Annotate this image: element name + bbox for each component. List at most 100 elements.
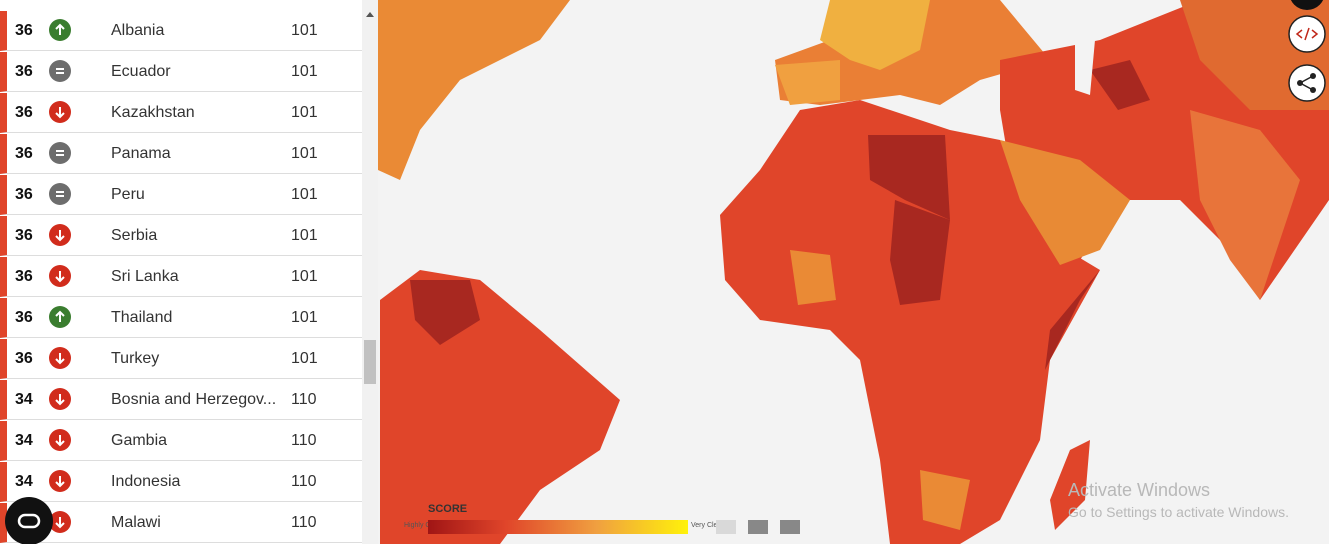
ranking-row[interactable]: 36 Ecuador 101 (0, 52, 362, 92)
rank: 101 (291, 104, 318, 121)
ranking-row[interactable]: 36 Sri Lanka 101 (0, 257, 362, 297)
country: Peru (111, 186, 145, 203)
country: Thailand (111, 309, 173, 326)
trend-arrow (55, 310, 65, 322)
trend-icon (49, 224, 71, 246)
western-europe (820, 0, 930, 70)
legend-box (748, 520, 768, 534)
trend-arrow (55, 271, 65, 283)
rank: 101 (291, 145, 318, 162)
rank: 110 (291, 514, 317, 531)
country: Albania (111, 22, 165, 39)
ranking-row[interactable]: 36 Thailand 101 (0, 298, 362, 338)
botswana (920, 470, 970, 530)
north-america (378, 0, 570, 180)
trend-icon (49, 19, 71, 41)
cookie-icon (17, 513, 41, 529)
scroll-thumb[interactable] (364, 340, 376, 384)
menu-button[interactable] (1289, 0, 1325, 10)
ranking-row[interactable]: 34 Indonesia 110 (0, 462, 362, 502)
score: 36 (15, 309, 33, 326)
legend-title: SCORE (428, 503, 467, 515)
legend-nodata (716, 520, 736, 534)
rank: 101 (291, 350, 318, 367)
trend-arrow (55, 353, 65, 365)
rank: 101 (291, 63, 318, 80)
trend-arrow (55, 107, 65, 119)
ranking-row[interactable]: 36 Albania 101 (0, 11, 362, 51)
trend-icon (49, 306, 71, 328)
iberia (775, 60, 840, 105)
watermark-subtitle: Go to Settings to activate Windows. (1068, 504, 1289, 520)
trend-icon (49, 265, 71, 287)
ranking-row[interactable]: 34Malawi110 (0, 503, 362, 543)
trend-circle (49, 183, 71, 205)
country: Ecuador (111, 63, 171, 80)
trend-arrow (55, 476, 65, 488)
rank: 101 (291, 268, 318, 285)
trend-icon (49, 511, 71, 533)
score: 34 (15, 432, 33, 449)
ranking-row[interactable]: 36 Serbia 101 (0, 216, 362, 256)
ranking-row[interactable]: 36 Turkey 101 (0, 339, 362, 379)
score: 34 (15, 473, 33, 490)
trend-icon (49, 60, 71, 82)
trend-arrow (56, 150, 64, 156)
venezuela (410, 280, 480, 345)
arabia (1000, 140, 1130, 265)
score: 36 (15, 268, 33, 285)
chad-sudan (890, 200, 950, 305)
country: Bosnia and Herzegov... (111, 391, 277, 408)
trend-arrow (55, 23, 65, 35)
ranking-row[interactable]: 36 Peru 101 (0, 175, 362, 215)
trend-arrow (56, 191, 64, 197)
country: Turkey (111, 350, 160, 367)
africa (720, 100, 1100, 544)
rank: 101 (291, 227, 318, 244)
trend-arrow (55, 394, 65, 406)
trend-arrow (55, 435, 65, 447)
rank: 101 (291, 186, 318, 203)
libya (868, 135, 950, 220)
cookie-button[interactable] (5, 497, 53, 544)
share-button[interactable] (1288, 64, 1326, 102)
scrollbar[interactable] (362, 0, 378, 544)
trend-circle (49, 60, 71, 82)
india (1190, 110, 1300, 300)
trend-icon (49, 101, 71, 123)
country: Serbia (111, 227, 158, 244)
rank: 110 (291, 391, 317, 408)
legend-low: Highly Corrupt (404, 522, 449, 529)
trend-arrow (55, 517, 65, 529)
caspian (1075, 35, 1095, 95)
turkmenistan (1090, 60, 1150, 110)
score: 36 (15, 22, 33, 39)
ranking-row[interactable]: 36 Kazakhstan 101 (0, 93, 362, 133)
country: Kazakhstan (111, 104, 195, 121)
trend-icon (49, 183, 71, 205)
ranking-row[interactable]: 34 Gambia 110 (0, 421, 362, 461)
legend-gradient (428, 520, 688, 534)
watermark-title: Activate Windows (1068, 480, 1210, 500)
trend-icon (49, 347, 71, 369)
rank: 101 (291, 22, 318, 39)
country: Indonesia (111, 473, 181, 490)
ranking-row[interactable]: 34 Bosnia and Herzegov... 110 (0, 380, 362, 420)
madagascar (1050, 440, 1090, 530)
country: Gambia (111, 432, 168, 449)
ranking-row[interactable]: 36 Panama 101 (0, 134, 362, 174)
rank: 101 (291, 309, 318, 326)
country: Sri Lanka (111, 268, 179, 285)
ranking-list: 36 Albania 101 36 Ecuador 101 36 Kazakhstan 101 3… (0, 0, 362, 544)
country: Malawi (111, 514, 161, 531)
embed-icon (1295, 27, 1319, 41)
trend-icon (49, 429, 71, 451)
rank: 110 (291, 432, 317, 449)
legend-box (780, 520, 800, 534)
trend-arrow (55, 230, 65, 242)
country: Panama (111, 145, 171, 162)
map (378, 0, 1329, 544)
scroll-up[interactable] (366, 12, 374, 17)
trend-icon (49, 142, 71, 164)
